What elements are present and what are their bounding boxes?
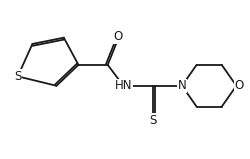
Text: S: S (14, 70, 22, 83)
Text: N: N (177, 79, 186, 92)
Text: HN: HN (114, 79, 132, 92)
Text: S: S (148, 114, 156, 127)
Text: O: O (113, 30, 122, 43)
Text: O: O (233, 79, 242, 92)
